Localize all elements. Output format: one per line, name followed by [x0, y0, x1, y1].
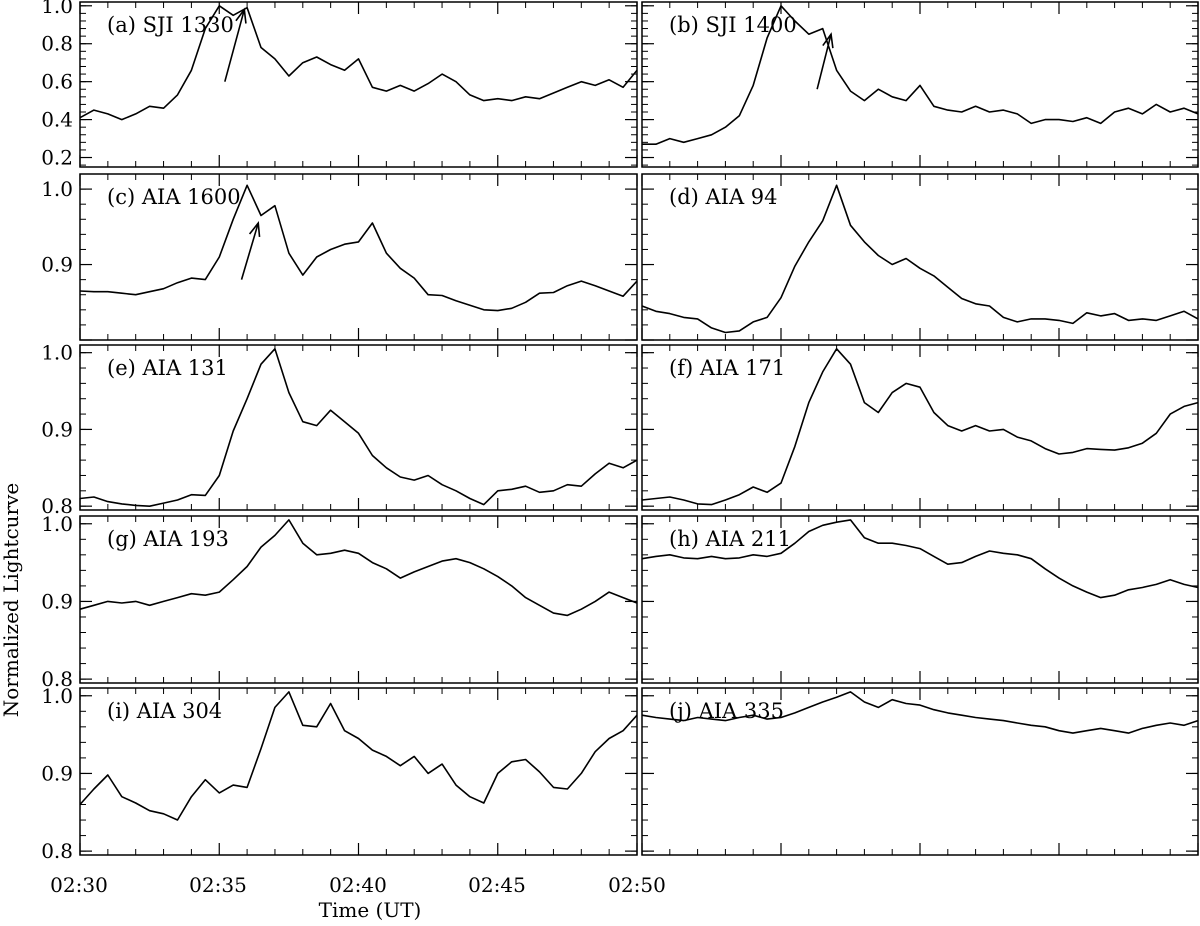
panel-label: (f) AIA 171	[669, 356, 785, 380]
panel-label: (e) AIA 131	[107, 356, 228, 380]
y-tick-label: 0.8	[41, 494, 73, 518]
y-tick-label: 0.8	[41, 667, 73, 691]
annotation-arrow	[240, 220, 261, 280]
annotation-arrow	[224, 7, 247, 82]
lightcurve-line	[642, 5, 1199, 145]
lightcurve-line	[79, 691, 638, 821]
y-tick-label: 0.9	[41, 589, 73, 613]
lightcurve-line	[641, 691, 1199, 734]
panel-i: 0.8 0.9 1.0 (i) AIA 304	[41, 684, 638, 863]
lightcurve-line	[79, 184, 638, 312]
panel-c: 0.9 1.0 (c) AIA 1600	[41, 173, 638, 341]
panel-label: (i) AIA 304	[107, 699, 222, 723]
y-tick-label: 0.9	[41, 253, 73, 277]
panels: 0.20.40.60.81.0(a) SJI 1330 (b) SJI 14000…	[41, 0, 1199, 863]
y-tick-label: 0.9	[41, 417, 73, 441]
lightcurve-line	[79, 5, 638, 121]
x-axis-title: Time (UT)	[319, 898, 422, 922]
x-tick-labels: 02:30 02:35 02:40 02:45 02:50	[50, 873, 666, 897]
lightcurve-line	[79, 347, 638, 508]
y-tick-label: 0.6	[41, 70, 73, 94]
x-tick-label: 02:40	[329, 873, 387, 897]
panel-label: (b) SJI 1400	[669, 13, 797, 37]
x-tick-label: 02:35	[189, 873, 247, 897]
y-tick-label: 1.0	[41, 177, 73, 201]
y-tick-label: 1.0	[41, 341, 73, 365]
panel-j: (j) AIA 335	[641, 687, 1199, 856]
annotation-arrow	[816, 32, 834, 90]
y-tick-label: 0.8	[41, 839, 73, 863]
panel-g: 0.8 0.9 1.0 (g) AIA 193	[41, 512, 638, 691]
panel-e: 0.8 0.9 1.0 (e) AIA 131	[41, 341, 638, 518]
panel-a: 0.2 0.4 0.6 0.8 1.0 (a) SJI 1330	[41, 0, 638, 170]
y-tick-label: 1.0	[41, 512, 73, 536]
panel-label: (a) SJI 1330	[107, 13, 234, 37]
y-tick-label: 0.4	[41, 108, 73, 132]
y-axis-title: Normalized Lightcurve	[0, 483, 23, 718]
panel-f: (f) AIA 171	[641, 344, 1199, 511]
panel-label: (g) AIA 193	[107, 527, 229, 551]
panel-b: (b) SJI 1400	[641, 1, 1199, 168]
panel-label: (j) AIA 335	[669, 699, 784, 723]
x-tick-label: 02:50	[608, 873, 666, 897]
panel-h: (h) AIA 211	[641, 515, 1199, 684]
lightcurve-line	[79, 519, 638, 617]
panel-label: (c) AIA 1600	[107, 185, 241, 209]
lightcurve-line	[641, 184, 1199, 334]
y-tick-label: 0.2	[41, 146, 73, 170]
y-tick-label: 0.9	[41, 761, 73, 785]
y-tick-label: 0.8	[41, 32, 73, 56]
lightcurve-line	[641, 519, 1199, 599]
x-tick-label: 02:45	[468, 873, 526, 897]
panel-d: (d) AIA 94	[641, 173, 1199, 341]
y-tick-label: 1.0	[41, 0, 73, 18]
panel-label: (h) AIA 211	[669, 527, 791, 551]
y-tick-label: 1.0	[41, 684, 73, 708]
panel-label: (d) AIA 94	[669, 185, 778, 209]
lightcurve-line	[641, 347, 1199, 506]
x-tick-label: 02:30	[50, 873, 108, 897]
